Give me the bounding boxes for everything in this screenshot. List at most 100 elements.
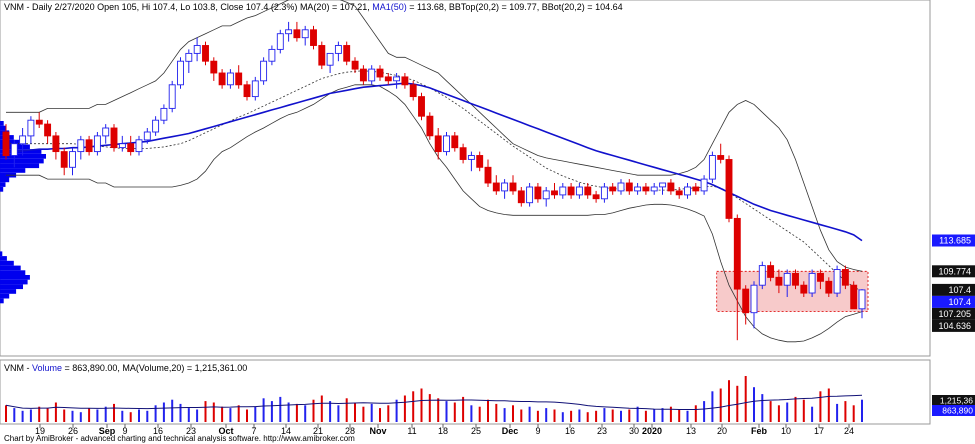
volume-profile-bar-10	[0, 168, 26, 173]
volume-ma-line	[5, 394, 863, 410]
volume-bar-46	[387, 405, 390, 422]
candle-body-53	[443, 135, 450, 153]
price-header: VNM - Daily 2/27/2020 Open 105, Hi 107.4…	[4, 2, 623, 12]
volume-profile-bar-20	[0, 275, 30, 280]
volume-bar-52	[437, 398, 440, 422]
candle-body-19	[160, 107, 168, 121]
volume-bar-17	[146, 410, 149, 422]
volume-header-ma-label: MA(Volume,20)	[122, 363, 184, 373]
candle-body-27	[226, 72, 234, 86]
volume-bar-64	[536, 410, 539, 422]
volume-bar-54	[453, 402, 456, 422]
candle-body-69	[575, 186, 583, 196]
candle-body-64	[534, 186, 542, 200]
candle-body-2	[19, 135, 27, 145]
volume-profile-bar-17	[0, 260, 14, 266]
x-tick-label-22: 20	[717, 426, 727, 436]
volume-bar-42	[354, 402, 356, 422]
x-tick-label-24: 10	[781, 426, 791, 436]
volume-profile-bar-8	[0, 158, 44, 164]
candle-body-101	[841, 269, 849, 286]
volume-profile-bar-23	[0, 289, 17, 294]
price-label-text-0: 113.685	[939, 236, 971, 246]
candle-body-18	[152, 119, 160, 133]
candle-body-63	[526, 186, 534, 204]
price-header-ma20-label: MA(20)	[300, 2, 330, 12]
volume-bar-66	[553, 409, 556, 422]
candle-body-34	[285, 29, 293, 35]
candle-body-99	[825, 280, 833, 294]
volume-bar-6	[54, 402, 57, 422]
x-tick-label-5: 23	[186, 426, 196, 436]
price-label-box-5	[932, 319, 975, 332]
volume-bar-77	[644, 410, 647, 422]
candle-body-30	[251, 80, 259, 98]
candle-body-80	[667, 182, 675, 192]
candle-body-81	[675, 190, 683, 196]
volume-bar-71	[595, 410, 598, 422]
candle-body-8	[69, 151, 76, 168]
candle-body-73	[609, 186, 617, 192]
candle-body-79	[659, 182, 667, 188]
candle-body-45	[376, 68, 384, 78]
price-label-box-2	[932, 283, 975, 296]
x-tick-label-25: 17	[814, 426, 824, 436]
candle-body-91	[758, 265, 766, 286]
volume-bar-61	[512, 405, 514, 422]
candle-body-37	[310, 29, 317, 46]
volume-bar-32	[270, 401, 273, 422]
x-tick-label-18: 23	[597, 426, 607, 436]
volume-profile-bar-19	[0, 270, 26, 275]
candle-body-82	[684, 186, 691, 196]
volume-bar-14	[121, 410, 124, 422]
candle-body-54	[451, 135, 459, 149]
price-header-low-label: Lo	[180, 2, 190, 12]
candle-body-75	[625, 182, 633, 192]
volume-bar-87	[728, 380, 730, 422]
candle-body-20	[168, 84, 176, 109]
x-tick-label-3: 9	[122, 426, 127, 436]
price-header-bbtop-label: BBTop(20,2)	[449, 2, 499, 12]
volume-bar-7	[63, 409, 66, 422]
volume-bars	[5, 376, 863, 422]
candle-body-31	[260, 60, 268, 82]
x-tick-label-4: 16	[153, 426, 163, 436]
candle-body-25	[210, 60, 218, 74]
candle-body-83	[692, 186, 700, 192]
volume-bar-73	[611, 409, 614, 422]
candle-body-35	[293, 29, 301, 39]
volume-bar-22	[187, 408, 190, 422]
candle-body-12	[102, 127, 110, 137]
volume-bar-18	[154, 405, 157, 422]
candle-body-87	[725, 159, 733, 219]
price-header-open: 105	[122, 2, 137, 12]
candle-body-60	[501, 182, 509, 192]
volume-bar-53	[445, 401, 448, 422]
volume-bar-45	[379, 408, 381, 422]
footer-credit: Chart by AmiBroker - advanced charting a…	[4, 434, 355, 443]
volume-bar-67	[561, 412, 564, 422]
candle-body-86	[717, 155, 725, 160]
candle-body-10	[85, 139, 93, 153]
candle-body-84	[700, 178, 708, 192]
volume-bar-80	[669, 406, 672, 422]
candle-body-56	[467, 155, 475, 160]
price-header-low: 103.8	[193, 2, 216, 12]
candle-body-49	[409, 84, 417, 98]
price-header-high: 107.4	[153, 2, 176, 12]
price-header-ma50-label: MA1(50)	[372, 2, 407, 12]
volume-profile-bar-25	[0, 298, 4, 304]
candle-body-24	[202, 45, 209, 62]
volume-label-text-1: 863,890	[942, 406, 973, 416]
x-tick-label-19: 30	[629, 426, 639, 436]
candle-body-26	[218, 72, 226, 86]
candle-body-92	[767, 265, 775, 278]
volume-profile-bar-13	[0, 182, 6, 187]
x-tick-label-21: 13	[686, 426, 696, 436]
volume-profile-bar-24	[0, 293, 10, 299]
volume-profile-bar-14	[0, 187, 4, 192]
candle-body-90	[750, 284, 758, 314]
